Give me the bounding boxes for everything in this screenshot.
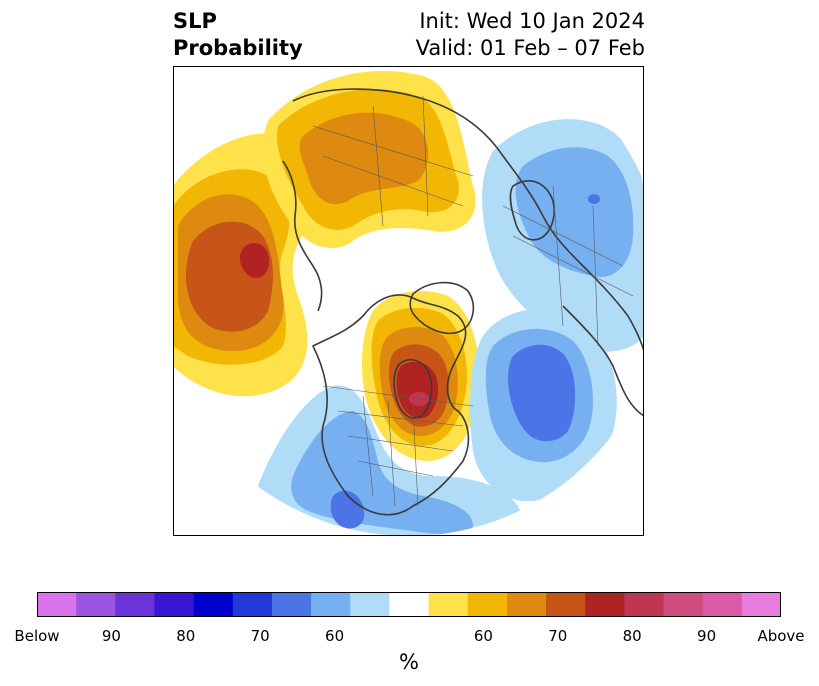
colorbar-outline	[37, 592, 781, 617]
colorbar-tick-label: 80	[176, 627, 196, 645]
title-left: SLP Probability	[173, 8, 303, 62]
title-variable: SLP	[173, 9, 217, 33]
colorbar-swatch	[350, 592, 390, 617]
colorbar-tick-label: 80	[622, 627, 642, 645]
colorbar-swatch	[389, 592, 430, 617]
coast-eurasia	[292, 88, 644, 352]
colorbar-swatch	[154, 592, 195, 617]
coast-scandinavia	[509, 180, 555, 241]
probability-map	[173, 66, 644, 536]
borders	[312, 95, 634, 507]
colorbar-swatch	[741, 592, 782, 617]
colorbar-tick-label: 90	[101, 627, 121, 645]
colorbar-tick-label: 60	[473, 627, 493, 645]
colorbar-swatch	[428, 592, 469, 617]
below-europe-70	[515, 147, 634, 277]
colorbar-tick-label: Above	[757, 627, 805, 645]
colorbar-swatch	[76, 592, 116, 617]
coast-hudson-bay	[393, 358, 433, 419]
map-panel	[173, 66, 644, 536]
colorbar-tick-label: 90	[697, 627, 717, 645]
colorbar-swatch	[663, 592, 704, 617]
coast-europe-west	[562, 305, 644, 417]
colorbar-tick-label: 70	[548, 627, 568, 645]
colorbar-swatch	[271, 592, 312, 617]
title-right: Init: Wed 10 Jan 2024 Valid: 01 Feb – 07…	[416, 8, 645, 62]
colorbar-tick-label: Below	[14, 627, 60, 645]
coast-greenland	[409, 281, 475, 335]
colorbar-tick-label: 70	[250, 627, 270, 645]
colorbar-tick-label: 60	[325, 627, 345, 645]
map-border	[173, 66, 644, 536]
below-us-80	[330, 490, 365, 529]
colorbar-swatch	[585, 592, 625, 617]
below-europe-80	[588, 194, 600, 204]
coastlines	[282, 88, 644, 516]
colorbar-swatch	[624, 592, 665, 617]
title-product: Probability	[173, 36, 303, 60]
coast-north-america	[312, 294, 470, 516]
above-pacific-90	[239, 243, 270, 279]
colorbar-swatch	[311, 592, 351, 617]
below-atlantic-80	[508, 344, 576, 442]
colorbar-swatch	[115, 592, 155, 617]
colorbar-swatch	[546, 592, 586, 617]
colorbar-swatch	[506, 592, 547, 617]
above-siberia-70	[299, 112, 429, 205]
colorbar-swatches	[37, 592, 782, 617]
colorbar-swatch	[702, 592, 743, 617]
init-date: Init: Wed 10 Jan 2024	[419, 9, 645, 33]
colorbar	[37, 592, 782, 617]
coast-alaska	[282, 160, 323, 312]
colorbar-swatch	[232, 592, 273, 617]
colorbar-swatch	[467, 592, 508, 617]
valid-range: Valid: 01 Feb – 07 Feb	[415, 36, 645, 60]
colorbar-swatch	[37, 592, 77, 617]
above-hudson-90	[396, 361, 439, 419]
colorbar-swatch	[193, 592, 234, 617]
colorbar-unit: %	[399, 650, 419, 674]
